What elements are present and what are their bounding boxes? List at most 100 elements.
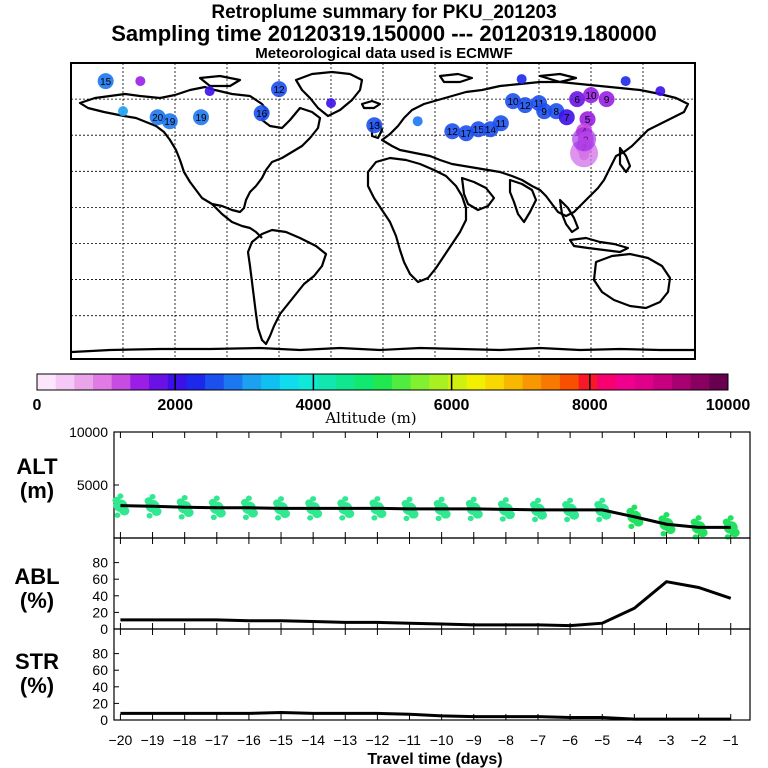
coast-southeast-asia bbox=[558, 198, 580, 234]
coast-japan bbox=[618, 146, 632, 174]
abl-label-line1: ABL bbox=[14, 564, 60, 589]
alt-scatter-point bbox=[114, 512, 121, 518]
colorbar-swatch bbox=[709, 374, 729, 390]
plume-cluster-label: 9 bbox=[604, 95, 610, 106]
alt-scatter-point bbox=[245, 495, 252, 501]
alt-scatter-point bbox=[144, 497, 153, 505]
coast-indonesia bbox=[568, 236, 630, 254]
colorbar-tick-label: 0 bbox=[33, 397, 42, 414]
alt-scatter-point bbox=[406, 496, 413, 503]
plume-cluster-marker bbox=[161, 113, 178, 130]
world-map: 1520191912161312171514111012119876109543… bbox=[70, 62, 696, 360]
alt-scatter-point bbox=[176, 498, 185, 506]
plume-cluster-marker bbox=[412, 116, 423, 127]
str-panel-label: STR (%) bbox=[2, 650, 72, 698]
alt-scatter-point bbox=[530, 501, 538, 509]
plume-cluster-label: 19 bbox=[164, 117, 176, 128]
alt-scatter-point bbox=[626, 507, 635, 516]
x-tick-label: −13 bbox=[333, 732, 357, 748]
coast-south-america bbox=[246, 228, 328, 346]
plume-cluster-label: 11 bbox=[496, 119, 507, 130]
alt-scatter-point bbox=[633, 517, 644, 527]
colorbar-swatch bbox=[74, 374, 94, 390]
alt-scatter-point bbox=[697, 528, 708, 538]
alt-scatter-point bbox=[564, 516, 571, 523]
plume-cluster-marker bbox=[517, 97, 534, 114]
x-tick-label: −5 bbox=[594, 732, 610, 748]
alt-scatter-point bbox=[215, 508, 226, 518]
alt-scatter-point bbox=[692, 534, 699, 540]
panel-frame bbox=[113, 628, 751, 721]
alt-scatter-point bbox=[181, 495, 188, 501]
colorbar-swatch bbox=[559, 374, 580, 390]
plume-cluster-label: 10 bbox=[585, 91, 597, 102]
abl-label-line2: (%) bbox=[19, 588, 55, 613]
x-tick-label: −9 bbox=[466, 732, 482, 748]
alt-scatter-point bbox=[342, 496, 349, 502]
alt-scatter-point bbox=[690, 518, 699, 526]
colorbar-swatch bbox=[522, 374, 542, 390]
x-tick-label: −6 bbox=[562, 732, 578, 748]
colorbar-swatch bbox=[541, 374, 561, 390]
alt-scatter-point bbox=[247, 508, 258, 518]
colorbar-swatch bbox=[130, 374, 150, 390]
colorbar-swatch bbox=[373, 374, 393, 390]
alt-scatter-point bbox=[374, 496, 381, 502]
alt-scatter-point bbox=[438, 496, 445, 503]
coast-eurasia bbox=[380, 80, 690, 218]
colorbar-swatch bbox=[186, 374, 206, 390]
plume-cluster-marker bbox=[598, 91, 615, 108]
alt-scatter-point bbox=[660, 531, 667, 537]
alt-scatter-point bbox=[722, 518, 731, 526]
panel-alt: 10000 5000 bbox=[69, 424, 751, 540]
alt-scatter-point bbox=[307, 515, 314, 521]
alt-scatter-point bbox=[310, 496, 317, 502]
plume-cluster-marker bbox=[118, 106, 128, 117]
x-tick-label: −16 bbox=[237, 732, 261, 748]
plume-cluster-marker bbox=[516, 74, 527, 85]
y-tick-label: 40 bbox=[92, 588, 108, 604]
y-tick-label: 80 bbox=[92, 646, 108, 662]
alt-scatter-point bbox=[532, 516, 538, 523]
x-tick-label: −20 bbox=[109, 732, 133, 748]
alt-scatter-point bbox=[305, 499, 314, 507]
x-tick-label: −11 bbox=[398, 732, 421, 748]
alt-scatter-point bbox=[275, 515, 282, 521]
alt-scatter-point bbox=[727, 515, 734, 521]
plume-cluster-marker bbox=[366, 117, 383, 134]
alt-scatter-point bbox=[599, 497, 606, 504]
coast-arctic-islands bbox=[198, 72, 578, 88]
plume-cluster-label: 5 bbox=[585, 115, 591, 126]
alt-scatter-point bbox=[440, 509, 451, 519]
colorbar-swatch bbox=[597, 374, 617, 390]
y-tick-label: 0 bbox=[100, 712, 108, 728]
alt-label-line2: (m) bbox=[19, 478, 55, 503]
y-tick-label: 80 bbox=[92, 555, 108, 571]
x-tick-label: −18 bbox=[173, 732, 197, 748]
plume-cluster-marker bbox=[204, 86, 215, 97]
coast-central-america bbox=[211, 203, 263, 239]
plume-cluster-marker bbox=[505, 93, 521, 110]
alt-scatter-point bbox=[467, 515, 474, 522]
alt-scatter-point bbox=[470, 496, 477, 503]
coast-antarctica bbox=[71, 346, 694, 354]
x-tick-label: −7 bbox=[530, 732, 546, 748]
plume-cluster-marker bbox=[569, 91, 586, 108]
colorbar-swatch bbox=[578, 374, 598, 390]
alt-scatter-point bbox=[278, 496, 285, 502]
alt-scatter-point bbox=[151, 507, 162, 516]
altitude-colorbar: 0 2000 4000 6000 8000 10000 bbox=[33, 373, 751, 414]
alt-scatter-point bbox=[178, 514, 185, 520]
alt-scatter-point bbox=[403, 515, 410, 522]
colorbar-tick-label: 10000 bbox=[706, 397, 751, 414]
alt-scatter-point bbox=[504, 510, 515, 520]
y-tick-label: 5000 bbox=[77, 477, 108, 493]
alt-scatter-point bbox=[213, 495, 220, 501]
x-tick-label: −4 bbox=[626, 732, 642, 748]
colorbar-swatch bbox=[354, 374, 374, 390]
colorbar-swatch bbox=[466, 374, 486, 390]
plume-cluster-label: 7 bbox=[564, 113, 570, 124]
alt-scatter-point bbox=[369, 499, 378, 507]
